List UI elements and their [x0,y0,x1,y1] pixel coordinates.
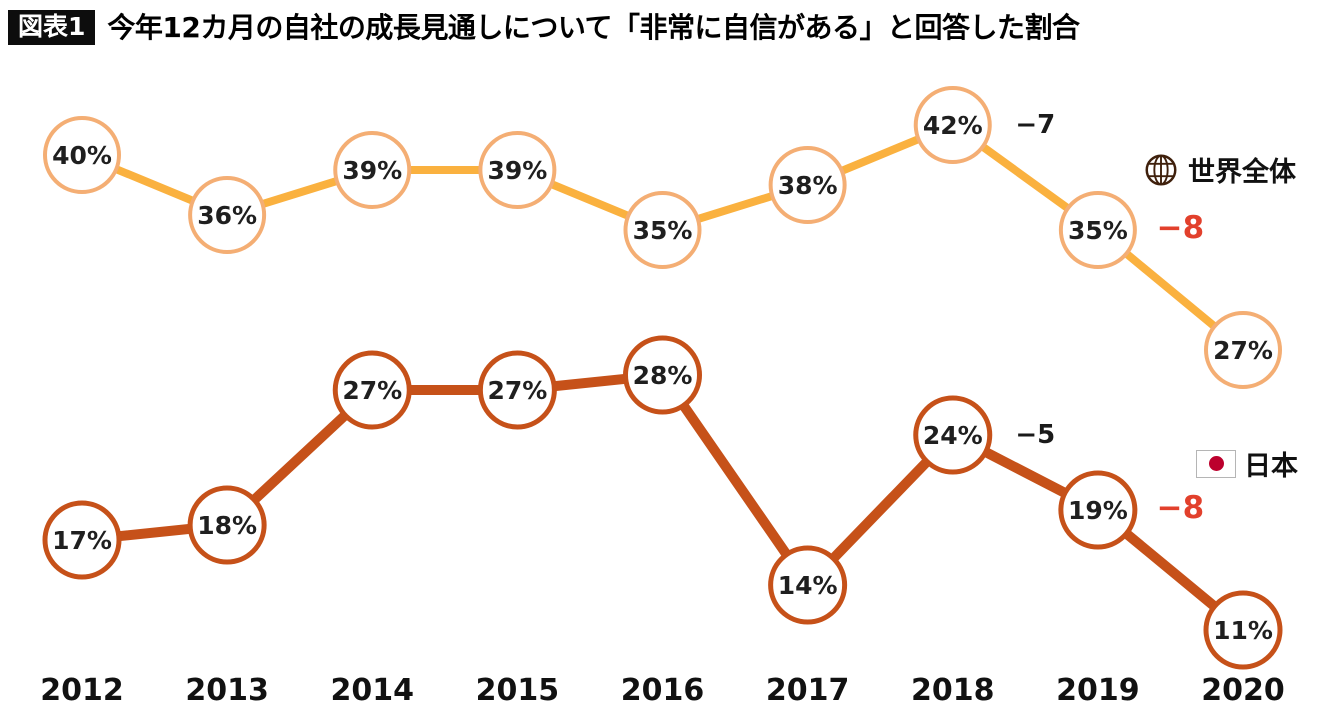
global-value-label: 38% [778,171,838,200]
x-axis-label-2015: 2015 [476,673,560,708]
japan-marker [623,335,702,415]
japan-marker [768,545,848,625]
japan-marker [477,350,557,430]
japan-point-2020: 11% [1203,590,1283,670]
x-axis-label-2013: 2013 [185,673,269,708]
x-axis-label-2020: 2020 [1201,673,1285,708]
global-value-label: 42% [923,111,983,140]
japan-marker [332,350,412,430]
global-value-label: 36% [197,201,257,230]
legend-global: 世界全体 [1142,150,1296,189]
japan-marker [42,500,122,580]
global-value-label: 39% [487,156,547,185]
global-value-label: 35% [1068,216,1128,245]
japan-value-label: 27% [342,376,402,405]
annotation-japan-2020: −8 [1157,490,1205,526]
chart-header: 図表1 今年12カ月の自社の成長見通しについて「非常に自信がある」と回答した割合 [8,10,1080,45]
japan-point-2012: 17% [42,500,122,580]
japan-value-label: 11% [1213,616,1273,645]
global-marker [188,176,267,254]
japan-point-2017: 14% [768,545,848,625]
x-axis-label-2019: 2019 [1056,673,1140,708]
annotation-global-2019: −7 [1015,110,1055,140]
global-marker [1204,311,1282,389]
global-point-2016: 35% [623,191,702,269]
global-point-2017: 38% [768,146,847,224]
global-point-2014: 39% [333,131,412,209]
legend-global-label: 世界全体 [1188,157,1296,188]
japan-value-label: 17% [52,526,112,555]
page-title: 今年12カ月の自社の成長見通しについて「非常に自信がある」と回答した割合 [107,10,1080,44]
global-marker [768,146,847,224]
global-point-2012: 40% [43,116,121,194]
global-value-label: 39% [342,156,402,185]
legend-japan: 日本 [1196,444,1298,483]
japan-marker [187,485,267,565]
japan-point-2016: 28% [623,335,702,415]
global-point-2020: 27% [1204,311,1282,389]
japan-value-label: 18% [197,511,257,540]
global-point-2018: 42% [913,86,992,164]
japan-point-2015: 27% [477,350,557,430]
global-point-2019: 35% [1058,191,1137,269]
flag-sun-disc [1208,456,1224,471]
x-axis-label-2017: 2017 [766,673,850,708]
japan-marker [1203,590,1283,670]
japan-value-label: 24% [923,421,983,450]
japan-point-2018: 24% [913,395,993,475]
japan-value-label: 14% [778,571,838,600]
global-point-2015: 39% [478,131,557,209]
japan-point-2019: 19% [1058,470,1138,550]
japan-value-label: 27% [487,376,547,405]
global-marker [333,131,412,209]
legend-japan-label: 日本 [1244,451,1298,482]
annotation-global-2020: −8 [1157,210,1205,246]
global-value-label: 40% [52,141,112,170]
global-value-label: 35% [633,216,693,245]
global-marker [1058,191,1137,269]
japan-value-label: 19% [1068,496,1128,525]
x-axis-label-2018: 2018 [911,673,995,708]
japan-flag-icon [1196,449,1236,478]
japan-value-label: 28% [633,361,693,390]
x-axis-label-2014: 2014 [331,673,415,708]
figure-badge: 図表1 [8,10,96,45]
annotation-japan-2019: −5 [1015,420,1055,450]
global-marker [478,131,557,209]
japan-point-2014: 27% [332,350,412,430]
x-axis-label-2016: 2016 [621,673,705,708]
japan-point-2013: 18% [187,485,267,565]
globe-icon [1145,154,1177,185]
global-marker [623,191,702,269]
global-marker [913,86,992,164]
global-point-2013: 36% [188,176,267,254]
global-value-label: 27% [1213,336,1273,365]
japan-marker [1058,470,1138,550]
japan-marker [913,395,993,475]
global-marker [43,116,121,194]
x-axis-label-2012: 2012 [40,673,124,708]
